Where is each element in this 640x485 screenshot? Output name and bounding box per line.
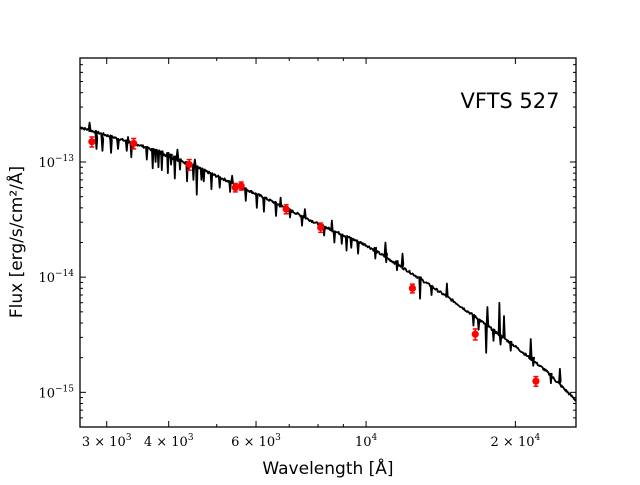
- photometry-point: [130, 139, 138, 148]
- x-tick-label: 3 × 103: [82, 433, 132, 450]
- photometry-point: [317, 223, 325, 232]
- axis-ticks: 10−13 10−14 10−15 3 × 103 4 × 103 6 × 103 104 2…: [38, 57, 576, 450]
- photometry-point: [282, 205, 290, 213]
- x-axis-label: Wavelength [Å]: [262, 457, 393, 479]
- x-tick-label: 6 × 103: [231, 433, 281, 450]
- photometry-point: [471, 330, 479, 338]
- plot-area: [80, 121, 576, 402]
- photometry-point: [88, 138, 96, 146]
- y-tick-label: 10−14: [38, 269, 74, 286]
- x-tick-label: 104: [355, 433, 378, 450]
- x-tick-label: 2 × 104: [491, 433, 541, 450]
- y-axis-label: Flux [erg/s/cm²/Å]: [5, 166, 27, 318]
- star-label: VFTS 527: [461, 89, 560, 113]
- photometry-point: [231, 183, 239, 192]
- photometry-point: [237, 182, 245, 190]
- photometry-point: [185, 160, 193, 169]
- x-tick-label: 4 × 103: [144, 433, 194, 450]
- y-tick-label: 10−13: [38, 154, 74, 171]
- plot-content: [80, 121, 576, 402]
- photometry-point: [532, 377, 540, 385]
- y-tick-label: 10−15: [38, 384, 74, 401]
- photometry-point: [408, 284, 417, 292]
